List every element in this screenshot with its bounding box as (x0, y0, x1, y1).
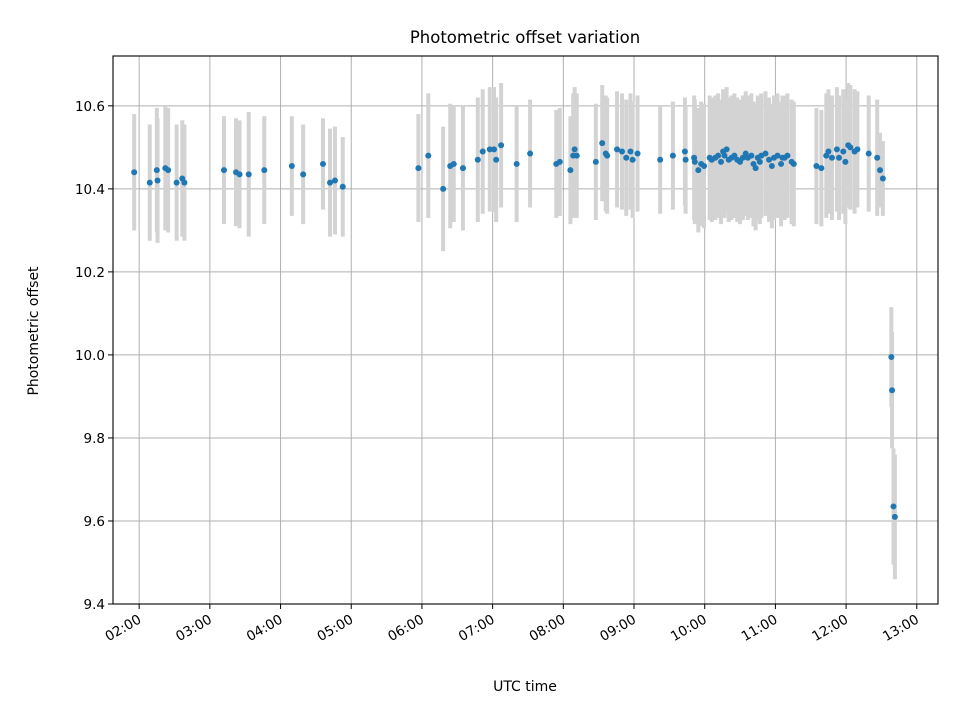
data-point (879, 175, 886, 182)
data-point (657, 156, 664, 163)
data-point (813, 163, 820, 170)
data-point (833, 146, 840, 153)
data-point (877, 167, 884, 174)
data-points (131, 140, 898, 520)
data-point (220, 167, 227, 174)
data-point (288, 163, 295, 170)
data-point (715, 152, 722, 159)
data-point (756, 158, 763, 165)
data-point (527, 150, 534, 157)
data-point (691, 158, 698, 165)
data-point (327, 179, 334, 186)
data-point (614, 146, 621, 153)
y-tick-label: 9.6 (84, 514, 105, 530)
data-point (493, 156, 500, 163)
y-tick-label: 9.4 (84, 597, 105, 613)
data-point (440, 185, 447, 192)
data-point (486, 146, 493, 153)
data-point (723, 146, 730, 153)
y-axis-label: Photometric offset (26, 266, 42, 396)
data-point (459, 165, 466, 172)
data-point (300, 171, 307, 178)
y-tick-label: 10.2 (75, 265, 105, 281)
y-tick-label: 9.8 (84, 431, 105, 447)
data-point (173, 179, 180, 186)
data-point (491, 146, 498, 153)
data-point (425, 152, 432, 159)
data-point (854, 146, 861, 153)
data-point (825, 148, 832, 155)
data-point (695, 167, 702, 174)
data-point (131, 169, 138, 176)
data-point (774, 152, 781, 159)
data-point (331, 177, 338, 184)
data-point (681, 148, 688, 155)
data-point (513, 160, 520, 167)
data-point (717, 158, 724, 165)
data-point (498, 142, 505, 149)
data-point (752, 165, 759, 172)
data-point (567, 167, 574, 174)
data-point (891, 513, 898, 520)
data-point (618, 148, 625, 155)
data-point (847, 144, 854, 151)
data-point (415, 165, 422, 172)
data-point (840, 148, 847, 155)
data-point (634, 150, 641, 157)
data-point (623, 154, 630, 161)
y-tick-label: 10.6 (75, 99, 105, 115)
data-point (319, 160, 326, 167)
data-point (450, 160, 457, 167)
data-point (245, 171, 252, 178)
data-point (888, 353, 895, 360)
data-point (778, 160, 785, 167)
data-point (865, 150, 872, 157)
data-point (573, 152, 580, 159)
data-point (669, 152, 676, 159)
data-point (571, 146, 578, 153)
data-point (181, 179, 188, 186)
data-point (842, 158, 849, 165)
y-axis: 9.4 9.6 9.8 10.0 10.2 10.4 10.6 (75, 99, 113, 613)
data-point (556, 158, 563, 165)
data-point (818, 165, 825, 172)
data-point (236, 171, 243, 178)
data-point (748, 152, 755, 159)
data-point (479, 148, 486, 155)
data-point (592, 158, 599, 165)
data-point (762, 150, 769, 157)
data-point (768, 163, 775, 170)
data-point (339, 183, 346, 190)
data-point (874, 154, 881, 161)
data-point (153, 167, 160, 174)
data-point (629, 156, 636, 163)
data-point (599, 140, 606, 147)
y-tick-label: 10.0 (75, 348, 105, 364)
data-point (165, 167, 172, 174)
data-point (889, 387, 896, 394)
x-axis-label: UTC time (493, 679, 557, 695)
data-point (154, 177, 161, 184)
data-point (261, 167, 268, 174)
data-point (146, 179, 153, 186)
data-point (790, 160, 797, 167)
data-point (828, 154, 835, 161)
y-tick-label: 10.4 (75, 182, 105, 198)
data-point (721, 152, 728, 159)
chart-title: Photometric offset variation (410, 28, 640, 47)
data-point (474, 156, 481, 163)
data-point (682, 156, 689, 163)
data-point (836, 154, 843, 161)
data-point (784, 152, 791, 159)
data-point (890, 503, 897, 510)
data-point (627, 148, 634, 155)
data-point (604, 152, 611, 159)
data-point (766, 156, 773, 163)
data-point (701, 163, 708, 170)
plot-frame (112, 55, 939, 605)
